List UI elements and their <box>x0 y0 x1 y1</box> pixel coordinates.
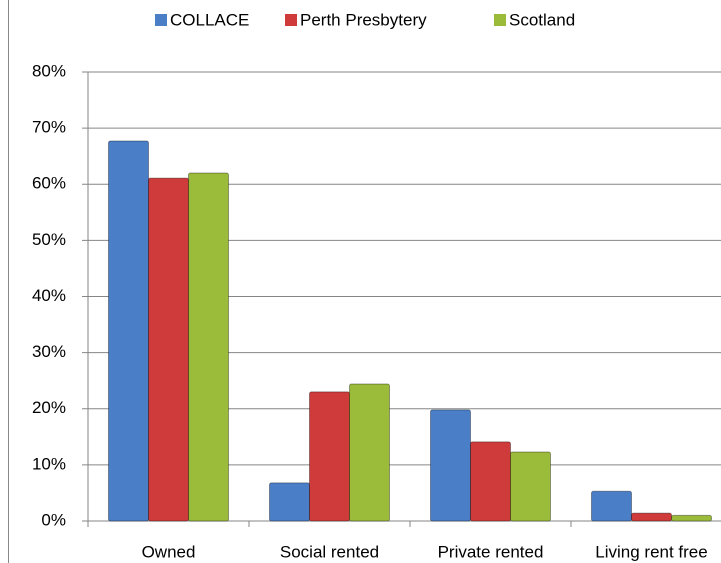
y-tick-label: 60% <box>32 174 66 193</box>
legend-label: Scotland <box>509 10 575 29</box>
bar <box>671 514 712 522</box>
bar <box>470 441 511 522</box>
bar <box>269 482 310 522</box>
bar <box>430 409 471 522</box>
bar <box>148 177 189 522</box>
x-tick-label: Private rented <box>438 542 544 561</box>
x-tick-label: Social rented <box>280 542 379 561</box>
bar <box>108 140 149 522</box>
bar <box>309 391 350 522</box>
legend-swatch <box>285 14 297 26</box>
x-tick-label: Owned <box>142 542 196 561</box>
y-tick-label: 50% <box>32 230 66 249</box>
y-tick-label: 40% <box>32 286 66 305</box>
y-tick-label: 70% <box>32 118 66 137</box>
legend-label: COLLACE <box>170 10 249 29</box>
legend-label: Perth Presbytery <box>300 10 427 29</box>
bar <box>349 383 390 522</box>
y-tick-label: 20% <box>32 398 66 417</box>
legend-swatch <box>494 14 506 26</box>
legend-swatch <box>155 14 167 26</box>
y-tick-label: 30% <box>32 342 66 361</box>
bar <box>188 172 229 522</box>
x-tick-label: Living rent free <box>595 542 707 561</box>
bar <box>631 512 672 522</box>
bar <box>591 490 632 522</box>
y-tick-label: 0% <box>41 510 66 529</box>
y-tick-label: 80% <box>32 61 66 80</box>
y-tick-label: 10% <box>32 454 66 473</box>
bar <box>510 451 551 522</box>
